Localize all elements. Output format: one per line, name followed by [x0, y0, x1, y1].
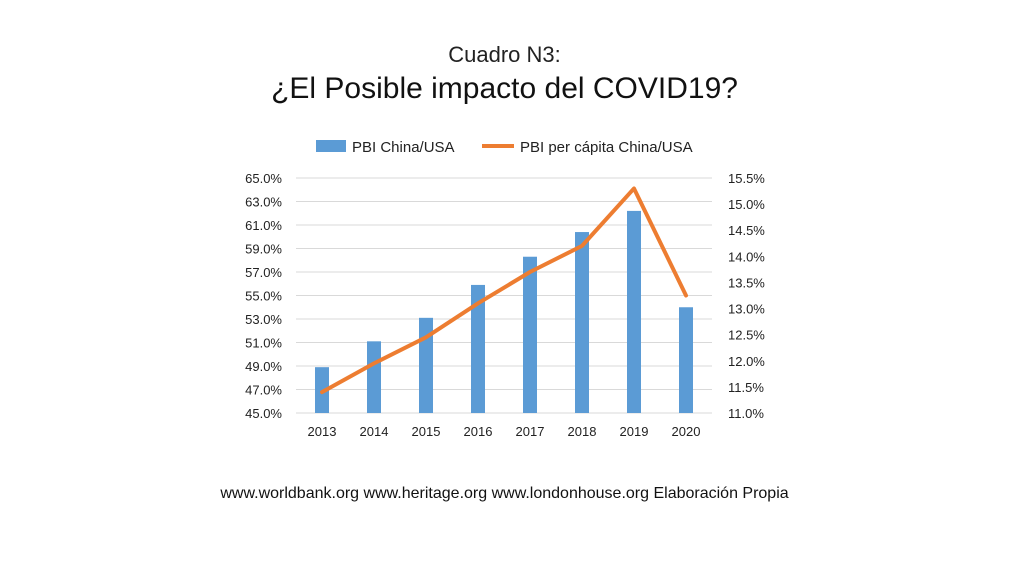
- y-right-tick-label: 12.5%: [728, 328, 765, 343]
- y-right-tick-label: 11.5%: [728, 380, 764, 395]
- y-left-tick-label: 47.0%: [245, 383, 282, 398]
- y-right-tick-label: 11.0%: [728, 406, 764, 421]
- bar: [627, 210, 641, 413]
- y-left-tick-label: 61.0%: [245, 218, 282, 233]
- y-right-tick-label: 13.0%: [728, 302, 765, 317]
- series-line: [320, 186, 688, 395]
- bar: [679, 307, 693, 413]
- x-tick-label: 2016: [464, 424, 493, 439]
- x-tick-label: 2018: [568, 424, 597, 439]
- y-right-tick-label: 15.0%: [728, 197, 765, 212]
- y-right-tick-label: 15.5%: [728, 171, 765, 186]
- x-tick-label: 2019: [620, 424, 649, 439]
- bar: [523, 256, 537, 413]
- y-left-tick-label: 51.0%: [245, 336, 282, 351]
- y-left-tick-label: 45.0%: [245, 406, 282, 421]
- y-right-tick-label: 12.0%: [728, 354, 765, 369]
- legend-label-line: PBI per cápita China/USA: [520, 139, 693, 156]
- x-tick-label: 2015: [412, 424, 441, 439]
- y-right-tick-label: 14.5%: [728, 223, 765, 238]
- source-caption: www.worldbank.org www.heritage.org www.l…: [220, 485, 789, 502]
- chart-subtitle: Cuadro N3:: [448, 42, 561, 67]
- y-left-tick-label: 57.0%: [245, 265, 282, 280]
- x-tick-label: 2017: [516, 424, 545, 439]
- y-left-tick-label: 53.0%: [245, 312, 282, 327]
- y-left-tick-label: 55.0%: [245, 289, 282, 304]
- bar: [471, 284, 485, 413]
- y-left-tick-label: 59.0%: [245, 242, 282, 257]
- page-title: ¿El Posible impacto del COVID19?: [271, 72, 738, 105]
- x-tick-label: 2020: [672, 424, 701, 439]
- x-tick-label: 2014: [360, 424, 389, 439]
- y-left-tick-label: 49.0%: [245, 359, 282, 374]
- bar: [419, 317, 433, 413]
- bar: [575, 232, 589, 413]
- y-left-tick-label: 65.0%: [245, 171, 282, 186]
- y-right-tick-label: 14.0%: [728, 249, 765, 264]
- bar: [367, 341, 381, 413]
- y-right-tick-label: 13.5%: [728, 275, 765, 290]
- x-tick-label: 2013: [308, 424, 337, 439]
- y-left-tick-label: 63.0%: [245, 195, 282, 210]
- legend-label-bar: PBI China/USA: [352, 139, 455, 156]
- legend-swatch-bar: [316, 140, 346, 152]
